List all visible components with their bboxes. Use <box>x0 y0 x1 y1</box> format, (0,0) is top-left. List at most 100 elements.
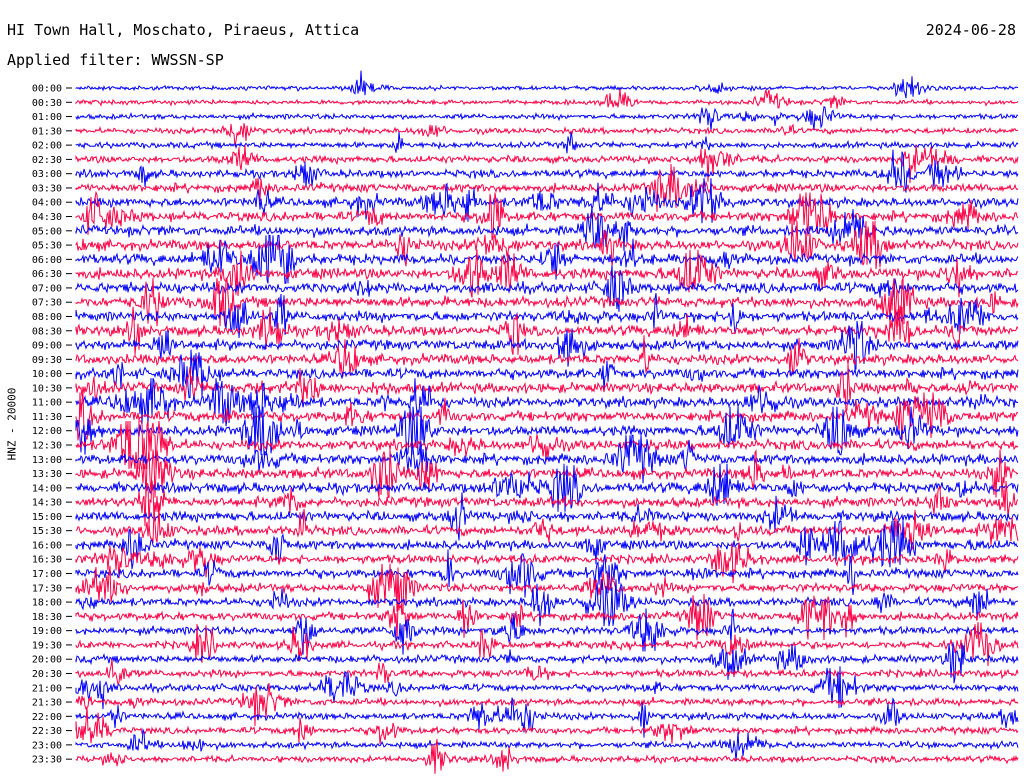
trace-row <box>75 608 1019 655</box>
row-time-label: 18:30 <box>32 612 62 623</box>
row-time-label: 00:00 <box>32 84 62 95</box>
row-time-label: 13:00 <box>32 455 62 466</box>
row-time-label: 03:30 <box>32 183 62 194</box>
trace-row <box>75 579 1019 627</box>
trace-row <box>75 249 1019 298</box>
trace-row <box>75 492 1019 541</box>
trace-row <box>75 549 1019 598</box>
row-time-label: 02:00 <box>32 141 62 152</box>
row-time-label: 17:30 <box>32 583 62 594</box>
trace-group <box>75 70 1019 774</box>
trace-row <box>75 706 1019 745</box>
row-time-label: 08:00 <box>32 312 62 323</box>
row-time-label: 15:30 <box>32 526 62 537</box>
trace-row <box>75 520 1019 570</box>
trace-row <box>75 434 1019 484</box>
row-time-label: 13:30 <box>32 469 62 480</box>
trace-row <box>75 335 1019 377</box>
trace-row <box>75 659 1019 687</box>
row-time-label: 11:00 <box>32 398 62 409</box>
row-time-label: 04:30 <box>32 212 62 223</box>
trace-row <box>75 420 1019 470</box>
row-time-label: 18:00 <box>32 598 62 609</box>
trace-row <box>75 234 1019 285</box>
trace-row <box>75 739 1019 774</box>
trace-row <box>75 265 1019 312</box>
trace-row <box>75 697 1019 738</box>
row-time-label: 16:30 <box>32 555 62 566</box>
trace-row <box>75 178 1019 224</box>
row-time-label: 12:30 <box>32 441 62 452</box>
trace-row <box>75 349 1019 399</box>
row-time-label: 07:00 <box>32 283 62 294</box>
row-time-label: 03:00 <box>32 169 62 180</box>
trace-row <box>75 149 1019 193</box>
row-time-label: 05:30 <box>32 241 62 252</box>
trace-row <box>75 105 1019 131</box>
trace-row <box>75 378 1019 427</box>
trace-row <box>75 144 1019 184</box>
row-time-label: 21:30 <box>32 698 62 709</box>
trace-row <box>75 563 1019 613</box>
row-time-label: 10:30 <box>32 383 62 394</box>
row-time-label: 23:30 <box>32 755 62 766</box>
trace-row <box>75 593 1019 641</box>
row-time-label: 19:00 <box>32 626 62 637</box>
trace-row <box>75 320 1019 370</box>
trace-row <box>75 392 1019 441</box>
row-time-label: 22:00 <box>32 712 62 723</box>
row-time-label: 01:00 <box>32 112 62 123</box>
trace-row <box>75 463 1019 512</box>
trace-row <box>75 542 1019 584</box>
trace-row <box>75 221 1019 270</box>
row-time-label: 23:00 <box>32 740 62 751</box>
trace-row <box>75 163 1019 213</box>
row-time-label: 15:00 <box>32 512 62 523</box>
row-time-label: 11:30 <box>32 412 62 423</box>
trace-row <box>75 666 1019 710</box>
row-time-label: 17:00 <box>32 569 62 580</box>
row-time-label: 20:30 <box>32 669 62 680</box>
trace-row <box>75 621 1019 667</box>
trace-row <box>75 190 1019 241</box>
row-time-label: 01:30 <box>32 126 62 137</box>
row-time-label: 19:30 <box>32 640 62 651</box>
trace-row <box>75 642 1019 684</box>
row-time-label: 16:00 <box>32 540 62 551</box>
record-date: 2024-06-28 <box>925 21 1016 39</box>
row-time-label: 09:30 <box>32 355 62 366</box>
row-time-label: 12:00 <box>32 426 62 437</box>
row-time-label: 20:00 <box>32 655 62 666</box>
trace-row <box>75 88 1019 109</box>
trace-row <box>75 70 1019 99</box>
row-time-label: 10:00 <box>32 369 62 380</box>
row-time-label: 06:30 <box>32 269 62 280</box>
trace-row <box>75 480 1019 527</box>
row-time-label: 04:00 <box>32 198 62 209</box>
trace-row <box>75 293 1019 338</box>
trace-row <box>75 123 1019 147</box>
row-time-label: 14:30 <box>32 498 62 509</box>
station-title: HI Town Hall, Moschato, Piraeus, Attica <box>7 21 360 39</box>
trace-row <box>75 507 1019 552</box>
time-labels: 00:00 00:30 01:00 01:30 02:00 02:30 03:00 03:30… <box>32 84 72 766</box>
row-time-label: 21:00 <box>32 683 62 694</box>
trace-row <box>75 449 1019 499</box>
filter-label: Applied filter: WWSSN-SP <box>7 51 224 69</box>
row-time-label: 14:00 <box>32 483 62 494</box>
trace-row <box>75 727 1019 762</box>
trace-row <box>75 682 1019 727</box>
row-time-label: 07:30 <box>32 298 62 309</box>
trace-row <box>75 132 1019 154</box>
row-time-label: 08:30 <box>32 326 62 337</box>
row-time-label: 00:30 <box>32 98 62 109</box>
row-time-label: 09:00 <box>32 341 62 352</box>
row-time-label: 22:30 <box>32 726 62 737</box>
row-time-label: 02:30 <box>32 155 62 166</box>
row-time-label: 06:00 <box>32 255 62 266</box>
row-time-label: 05:00 <box>32 226 62 237</box>
trace-row <box>75 277 1019 327</box>
trace-row <box>75 406 1019 457</box>
